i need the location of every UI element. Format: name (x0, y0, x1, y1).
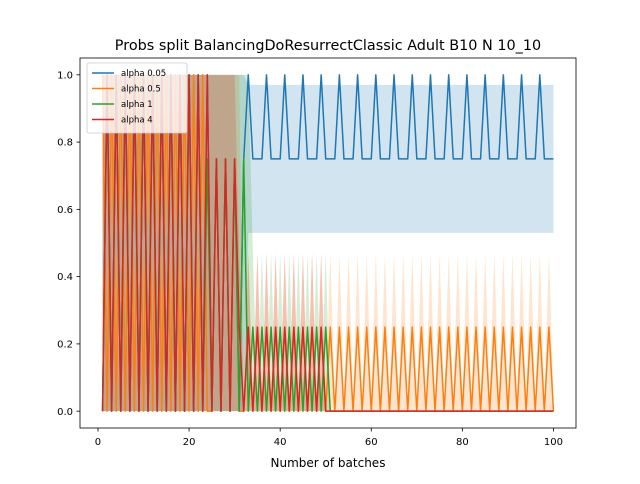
x-tick-label: 20 (183, 437, 196, 448)
band-series-2 (102, 74, 554, 412)
axes: 0 20 40 60 80 100 0.0 0.2 0.4 0.6 0.8 1.0 (57, 57, 577, 448)
y-tick-label: 1.0 (57, 70, 73, 81)
y-tick-label: 0.2 (57, 340, 73, 351)
legend: alpha 0.05 alpha 0.5 alpha 1 alpha 4 (86, 62, 188, 134)
legend-label: alpha 0.05 (121, 69, 166, 79)
y-tick-label: 0.6 (57, 205, 73, 216)
legend-label: alpha 0.5 (121, 85, 161, 95)
x-tick-label: 60 (365, 437, 378, 448)
legend-label: alpha 1 (121, 100, 153, 110)
x-tick-label: 80 (456, 437, 469, 448)
y-tick-label: 0.8 (57, 138, 73, 149)
x-axis-label: Number of batches (271, 456, 386, 470)
band-series-1 (102, 74, 554, 412)
line-series-3 (101, 74, 554, 412)
plot-frame (79, 57, 577, 429)
y-tick-label: 0.0 (57, 407, 73, 418)
y-tick-label: 0.4 (57, 272, 73, 283)
chart-title: Probs split BalancingDoResurrectClassic … (115, 38, 541, 54)
band-series-3 (102, 74, 554, 412)
legend-label: alpha 4 (121, 116, 153, 126)
x-tick-label: 100 (544, 437, 563, 448)
legend-box (86, 62, 188, 134)
series-lines (101, 74, 555, 412)
x-tick-label: 40 (274, 437, 287, 448)
x-tick-label: 0 (95, 437, 101, 448)
